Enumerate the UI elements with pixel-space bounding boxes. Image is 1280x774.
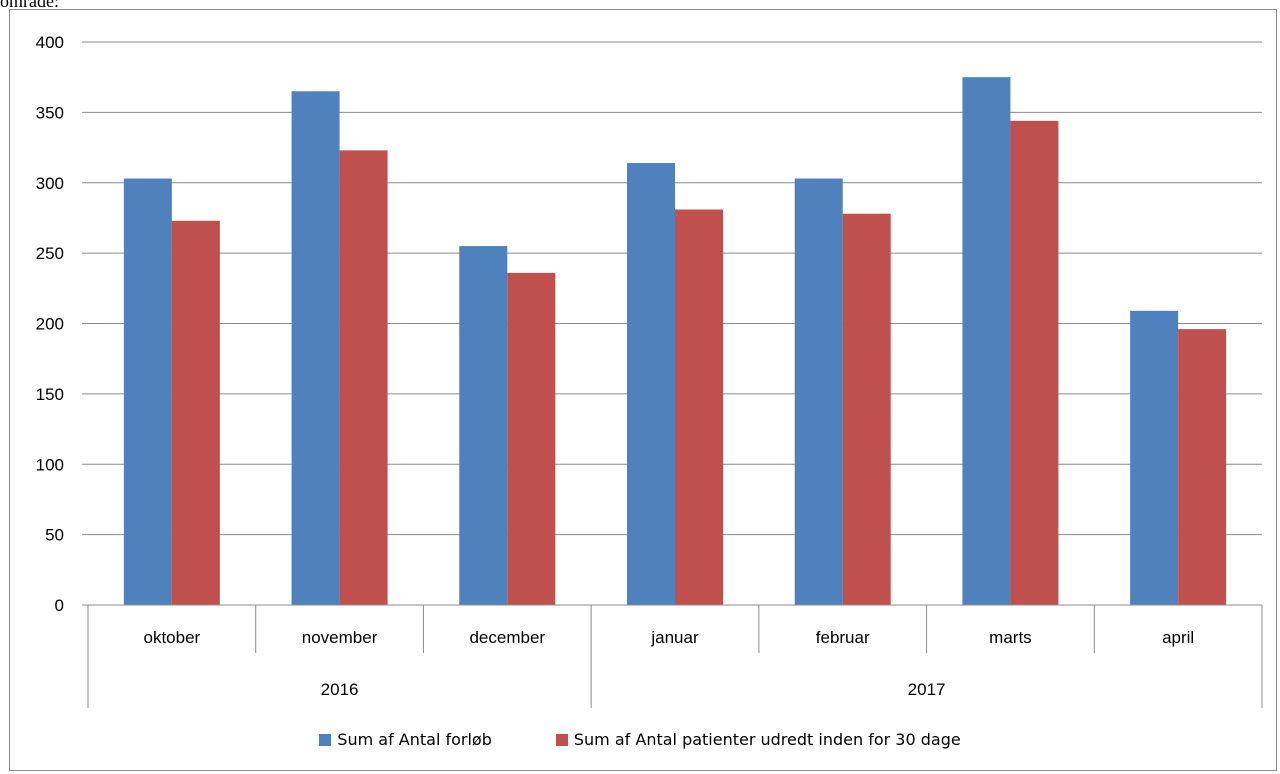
legend-swatch-series-2 — [555, 733, 568, 746]
legend-item-series-2: Sum af Antal patienter udredt inden for … — [555, 730, 961, 749]
y-tick-label: 250 — [36, 244, 64, 263]
x-tick-label-oktober: oktober — [144, 628, 201, 647]
legend-item-series-1: Sum af Antal forløb — [319, 730, 492, 749]
bar-series-1-oktober — [123, 178, 172, 605]
y-tick-label: 50 — [45, 526, 64, 545]
group-label-2016: 2016 — [321, 680, 359, 699]
group-label-2017: 2017 — [908, 680, 946, 699]
page-caption: område: — [0, 0, 59, 11]
bar-series-2-november — [339, 150, 388, 605]
bar-series-2-december — [507, 272, 556, 605]
y-tick-label: 100 — [36, 455, 64, 474]
bar-series-1-december — [459, 246, 508, 605]
y-tick-label: 300 — [36, 174, 64, 193]
legend: Sum af Antal forløb Sum af Antal patient… — [0, 730, 1280, 749]
y-tick-label: 200 — [36, 315, 64, 334]
bar-series-1-april — [1130, 310, 1179, 605]
x-tick-label-januar: januar — [650, 628, 699, 647]
bar-series-2-februar — [842, 213, 891, 605]
bar-series-1-februar — [794, 178, 843, 605]
bar-series-2-oktober — [171, 220, 220, 605]
bar-series-1-november — [291, 91, 340, 605]
legend-label-series-2: Sum af Antal patienter udredt inden for … — [573, 730, 961, 749]
bar-series-1-marts — [962, 77, 1011, 605]
x-tick-label-marts: marts — [989, 628, 1032, 647]
bar-series-1-januar — [627, 163, 675, 606]
bar-series-2-januar — [675, 209, 723, 605]
y-tick-label: 150 — [36, 385, 64, 404]
bar-series-2-marts — [1010, 120, 1059, 605]
x-tick-label-februar: februar — [816, 628, 870, 647]
y-tick-label: 0 — [55, 596, 64, 615]
bar-series-2-april — [1178, 329, 1227, 605]
tick-labels: 0 50 100 150 200 250 300 350 400 oktober november d… — [36, 33, 1195, 699]
bars — [123, 77, 1227, 606]
x-tick-label-april: april — [1162, 628, 1194, 647]
axes — [82, 41, 1263, 708]
x-tick-label-december: december — [469, 628, 545, 647]
y-tick-label: 400 — [36, 33, 64, 52]
x-tick-label-november: november — [302, 628, 378, 647]
y-tick-label: 350 — [36, 103, 64, 122]
legend-label-series-1: Sum af Antal forløb — [337, 730, 492, 749]
legend-swatch-series-1 — [319, 733, 332, 746]
